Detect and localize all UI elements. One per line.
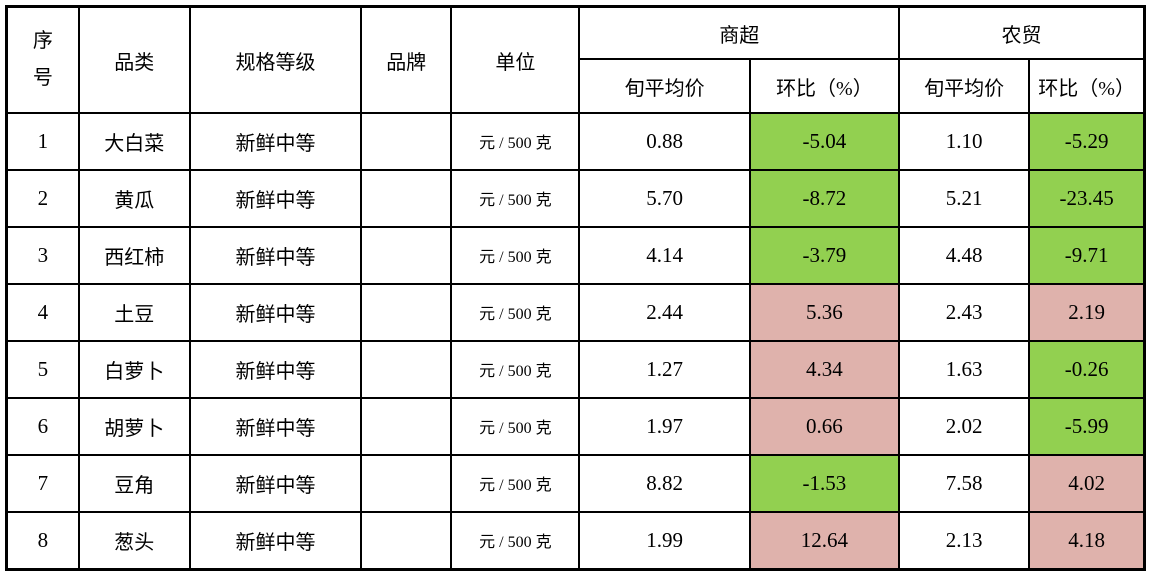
cell-category: 黄瓜 <box>77 168 191 228</box>
cell-brand <box>360 282 453 342</box>
table-row: 8 葱头 新鲜中等 元 / 500 克 1.99 12.64 2.13 4.18 <box>5 510 1146 571</box>
header-unit: 单位 <box>450 5 581 114</box>
cell-spec-grade: 新鲜中等 <box>188 510 363 571</box>
cell-supermarket-avg-price: 5.70 <box>578 168 751 228</box>
cell-spec-grade: 新鲜中等 <box>188 453 363 513</box>
cell-farmers-avg-price: 2.43 <box>898 282 1031 342</box>
header-supermarket-avg-price: 旬平均价 <box>578 58 751 114</box>
cell-unit: 元 / 500 克 <box>450 453 581 513</box>
header-row-groups: 序号 品类 规格等级 品牌 单位 商超 农贸 <box>5 5 1146 114</box>
table-row: 6 胡萝卜 新鲜中等 元 / 500 克 1.97 0.66 2.02 -5.9… <box>5 396 1146 456</box>
cell-index: 3 <box>5 225 80 285</box>
cell-brand <box>360 453 453 513</box>
cell-brand <box>360 339 453 399</box>
header-row-subcolumns: 旬平均价 环比（%） 旬平均价 环比（%） <box>7 58 1146 114</box>
cell-brand <box>360 225 453 285</box>
cell-spec-grade: 新鲜中等 <box>188 282 363 342</box>
header-index-label: 序号 <box>32 30 53 89</box>
cell-spec-grade: 新鲜中等 <box>188 225 363 285</box>
cell-index: 4 <box>5 282 80 342</box>
cell-supermarket-avg-price: 1.27 <box>578 339 751 399</box>
cell-index: 6 <box>5 396 80 456</box>
header-index: 序号 <box>5 5 80 114</box>
cell-unit: 元 / 500 克 <box>450 112 581 171</box>
cell-farmers-change-pct: -23.45 <box>1028 168 1146 228</box>
cell-farmers-change-pct: 2.19 <box>1028 282 1146 342</box>
cell-supermarket-change-pct: 5.36 <box>748 282 901 342</box>
cell-supermarket-change-pct: -5.04 <box>748 112 901 171</box>
cell-spec-grade: 新鲜中等 <box>188 168 363 228</box>
cell-farmers-change-pct: 4.18 <box>1028 510 1146 571</box>
cell-farmers-avg-price: 4.48 <box>898 225 1031 285</box>
cell-supermarket-change-pct: 12.64 <box>748 510 901 571</box>
cell-farmers-change-pct: -9.71 <box>1028 225 1146 285</box>
header-group-supermarket: 商超 <box>578 5 901 60</box>
cell-farmers-change-pct: -0.26 <box>1028 339 1146 399</box>
table-header: 序号 品类 规格等级 品牌 单位 商超 农贸 旬平均价 环比（%） 旬平均价 环… <box>5 5 1146 114</box>
cell-supermarket-avg-price: 4.14 <box>578 225 751 285</box>
table-row: 3 西红柿 新鲜中等 元 / 500 克 4.14 -3.79 4.48 -9.… <box>5 225 1146 285</box>
cell-farmers-change-pct: -5.29 <box>1028 112 1146 171</box>
cell-supermarket-avg-price: 0.88 <box>578 112 751 171</box>
cell-unit: 元 / 500 克 <box>450 339 581 399</box>
header-brand: 品牌 <box>360 5 453 114</box>
vegetable-price-table: 序号 品类 规格等级 品牌 单位 商超 农贸 旬平均价 环比（%） 旬平均价 环… <box>5 5 1146 571</box>
cell-spec-grade: 新鲜中等 <box>188 339 363 399</box>
cell-farmers-avg-price: 2.02 <box>898 396 1031 456</box>
cell-farmers-avg-price: 7.58 <box>898 453 1031 513</box>
cell-supermarket-change-pct: -3.79 <box>748 225 901 285</box>
cell-supermarket-change-pct: -1.53 <box>748 453 901 513</box>
cell-index: 7 <box>5 453 80 513</box>
table-row: 4 土豆 新鲜中等 元 / 500 克 2.44 5.36 2.43 2.19 <box>5 282 1146 342</box>
header-group-farmers-market: 农贸 <box>898 5 1146 60</box>
cell-unit: 元 / 500 克 <box>450 510 581 571</box>
cell-index: 8 <box>5 510 80 571</box>
table-body: 1 大白菜 新鲜中等 元 / 500 克 0.88 -5.04 1.10 -5.… <box>5 112 1146 571</box>
header-farmers-change-pct: 环比（%） <box>1028 58 1146 114</box>
cell-farmers-change-pct: -5.99 <box>1028 396 1146 456</box>
cell-farmers-change-pct: 4.02 <box>1028 453 1146 513</box>
cell-supermarket-change-pct: 0.66 <box>748 396 901 456</box>
cell-brand <box>360 112 453 171</box>
cell-category: 白萝卜 <box>77 339 191 399</box>
cell-brand <box>360 510 453 571</box>
cell-farmers-avg-price: 1.63 <box>898 339 1031 399</box>
cell-farmers-avg-price: 2.13 <box>898 510 1031 571</box>
table-row: 2 黄瓜 新鲜中等 元 / 500 克 5.70 -8.72 5.21 -23.… <box>5 168 1146 228</box>
table-row: 1 大白菜 新鲜中等 元 / 500 克 0.88 -5.04 1.10 -5.… <box>5 112 1146 171</box>
cell-brand <box>360 168 453 228</box>
cell-brand <box>360 396 453 456</box>
cell-supermarket-avg-price: 8.82 <box>578 453 751 513</box>
cell-category: 葱头 <box>77 510 191 571</box>
cell-supermarket-avg-price: 1.97 <box>578 396 751 456</box>
cell-supermarket-change-pct: -8.72 <box>748 168 901 228</box>
header-spec-grade: 规格等级 <box>188 5 363 114</box>
cell-category: 土豆 <box>77 282 191 342</box>
cell-index: 2 <box>5 168 80 228</box>
cell-unit: 元 / 500 克 <box>450 225 581 285</box>
cell-category: 胡萝卜 <box>77 396 191 456</box>
cell-category: 大白菜 <box>77 112 191 171</box>
cell-unit: 元 / 500 克 <box>450 396 581 456</box>
table-row: 7 豆角 新鲜中等 元 / 500 克 8.82 -1.53 7.58 4.02 <box>5 453 1146 513</box>
cell-index: 1 <box>5 112 80 171</box>
header-farmers-avg-price: 旬平均价 <box>898 58 1031 114</box>
cell-farmers-avg-price: 1.10 <box>898 112 1031 171</box>
header-supermarket-change-pct: 环比（%） <box>748 58 901 114</box>
cell-index: 5 <box>5 339 80 399</box>
cell-category: 豆角 <box>77 453 191 513</box>
header-category: 品类 <box>77 5 191 114</box>
cell-unit: 元 / 500 克 <box>450 168 581 228</box>
cell-unit: 元 / 500 克 <box>450 282 581 342</box>
table-row: 5 白萝卜 新鲜中等 元 / 500 克 1.27 4.34 1.63 -0.2… <box>5 339 1146 399</box>
cell-supermarket-avg-price: 2.44 <box>578 282 751 342</box>
cell-farmers-avg-price: 5.21 <box>898 168 1031 228</box>
cell-spec-grade: 新鲜中等 <box>188 396 363 456</box>
cell-supermarket-avg-price: 1.99 <box>578 510 751 571</box>
cell-supermarket-change-pct: 4.34 <box>748 339 901 399</box>
cell-category: 西红柿 <box>77 225 191 285</box>
cell-spec-grade: 新鲜中等 <box>188 112 363 171</box>
